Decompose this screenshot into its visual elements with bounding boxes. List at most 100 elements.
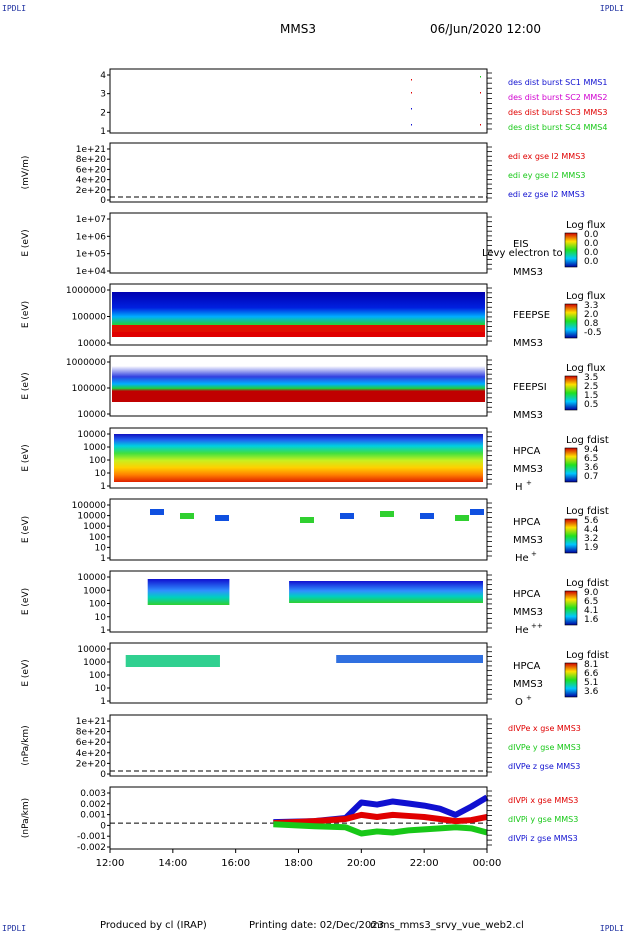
mms-summary-chart: 1 2 3 4 des dist burst SC1 MMS1 des dist burs… [21, 68, 609, 869]
spectrogram-patch [420, 513, 434, 519]
spectrogram-patch [380, 511, 394, 517]
ytick-label: 0 [100, 196, 106, 206]
legend-entry: dIVPe z gse MMS3 [508, 762, 580, 771]
colorbar-tick: 0.8 [584, 319, 599, 329]
spacecraft-label: MMS3 [513, 410, 543, 421]
ytick-label: 1000 [83, 586, 106, 596]
y-axis-label: E (eV) [21, 516, 31, 543]
legend-entry: des dist burst SC2 MMS2 [508, 93, 607, 102]
corner-br-label: IPDLI [599, 924, 624, 933]
spectrogram-band [112, 394, 485, 398]
burst-marker [480, 92, 481, 94]
burst-marker [411, 124, 412, 126]
ytick-label: 8e+20 [76, 155, 107, 165]
ytick-label: 1e+06 [76, 232, 107, 242]
ytick-label: 10000 [77, 573, 106, 583]
ytick-label: 0 [100, 821, 106, 831]
spacecraft-label: MMS3 [513, 535, 543, 546]
colorbar-tick: 0.0 [584, 257, 599, 267]
colorbar-tick: 1.6 [584, 615, 599, 625]
instrument-label: FEEPSI [513, 382, 547, 393]
ytick-label: 1e+07 [76, 215, 106, 225]
colorbar [564, 662, 578, 698]
ytick-label: 100000 [72, 384, 107, 394]
xtick-label: 14:00 [158, 858, 187, 869]
colorbar-tick: 0.0 [584, 230, 599, 240]
y-axis-label: E (eV) [21, 372, 31, 399]
colorbar-title: Log fdist [566, 506, 609, 517]
y-axis-label: E (eV) [21, 659, 31, 686]
spectrogram-patch [215, 515, 229, 521]
ytick-label: 6e+20 [76, 165, 107, 175]
spacecraft-title: MMS3 [280, 22, 316, 36]
instrument-label: EIS [513, 239, 529, 250]
ytick-label: 0.002 [80, 800, 106, 810]
colorbar-tick: 1.9 [584, 543, 599, 553]
charge-label: ++ [531, 622, 543, 630]
ytick-label: 4e+20 [76, 176, 107, 186]
colorbar-tick: 0.0 [584, 248, 599, 258]
ytick-label: 10000 [77, 410, 106, 420]
y-axis-label: E (eV) [21, 229, 31, 256]
corner-tl-label: IPDLI [2, 4, 27, 13]
panel-frame [109, 570, 488, 633]
legend-entry: dIVPi x gse MMS3 [508, 796, 578, 805]
colorbar-tick: 6.6 [584, 669, 599, 679]
instrument-label: HPCA [513, 517, 541, 528]
legend-entry: dIVPe x gse MMS3 [508, 724, 581, 733]
legend-entry: edi ey gse l2 MMS3 [508, 171, 586, 180]
footer-producer: Produced by cl (IRAP) [100, 920, 207, 931]
panel-hpca-h: 1 10 100 1000 10000 E (eV) HPCA MMS3 H + Log fdist… [21, 427, 609, 493]
panel-burst: 1 2 3 4 des dist burst SC1 MMS1 des dist burs… [100, 68, 607, 137]
colorbar [564, 518, 578, 554]
ytick-label: 1000 [83, 658, 106, 668]
colorbar-title: Log flux [566, 363, 606, 374]
ytick-label: 100000 [72, 313, 107, 323]
panel-frame [109, 355, 488, 417]
colorbar-tick: 3.3 [584, 301, 598, 311]
charge-label: + [526, 694, 532, 702]
colorbar-title: Log flux [566, 220, 606, 231]
legend-entry: dIVPe y gse MMS3 [508, 743, 581, 752]
ytick-label: 1e+21 [76, 717, 106, 727]
instrument-label: HPCA [513, 661, 541, 672]
ytick-label: 100 [89, 671, 106, 681]
ytick-label: 1000 [83, 443, 106, 453]
series-line [273, 811, 488, 827]
spectrogram-patch [455, 515, 469, 521]
colorbar-tick: 3.2 [584, 534, 598, 544]
legend-entry: dIVPi y gse MMS3 [508, 815, 578, 824]
colorbar-tick: 3.6 [584, 687, 599, 697]
panel-frame [109, 212, 488, 274]
species-label: O [515, 697, 523, 708]
ytick-label: 10 [95, 613, 107, 623]
y-axis-label: E (eV) [21, 301, 31, 328]
colorbar-tick: 2.0 [584, 310, 599, 320]
charge-label: + [526, 479, 532, 487]
legend-entry: des dist burst SC4 MMS4 [508, 123, 607, 132]
xtick-label: 16:00 [221, 858, 250, 869]
colorbar-tick: 6.5 [584, 597, 598, 607]
overlay-label: Levy electron to [482, 248, 563, 259]
ytick-label: 100000 [72, 501, 107, 511]
spacecraft-label: MMS3 [513, 607, 543, 618]
colorbar-title: Log fdist [566, 578, 609, 589]
ytick-label: 1 [100, 554, 106, 564]
ytick-label: 1000000 [66, 358, 106, 368]
colorbar-tick: 9.0 [584, 588, 599, 598]
ytick-label: 4 [100, 71, 106, 81]
colorbar-tick: 4.4 [584, 525, 599, 535]
panel-frame [109, 714, 488, 777]
burst-marker [411, 79, 412, 81]
y-axis-label: (nPa/km) [21, 798, 31, 838]
corner-bl-label: IPDLI [2, 924, 27, 933]
panel-hpca-hepp: 1 10 100 1000 10000 E (eV) HPCA MMS3 He ++ Log fdi… [21, 570, 609, 636]
panel-frame [109, 68, 488, 134]
colorbar-tick: 0.5 [584, 400, 598, 410]
spectrogram-hpca-hepp [289, 581, 483, 603]
ytick-label: 0 [100, 770, 106, 780]
ytick-label: 10 [95, 543, 107, 553]
